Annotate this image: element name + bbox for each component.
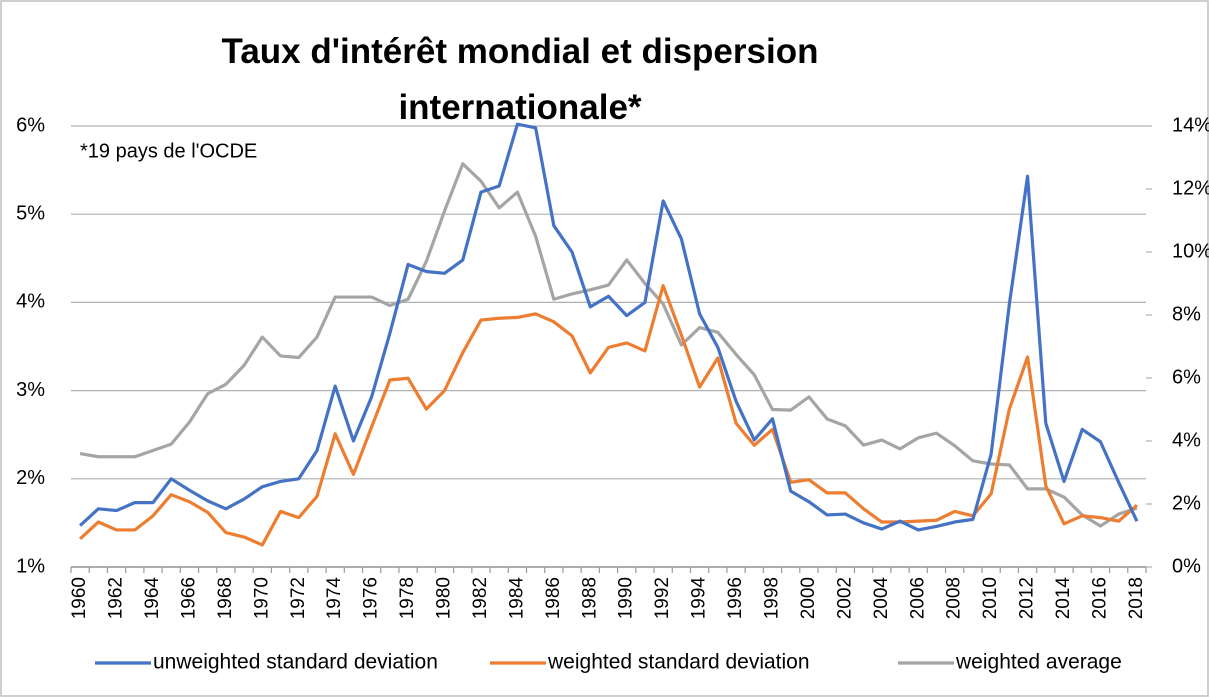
x-tick-label: 1978: [397, 577, 418, 619]
x-tick-label: 1996: [725, 577, 746, 619]
x-tick-label: 1962: [106, 577, 127, 619]
x-tick-label: 1966: [178, 577, 199, 619]
x-tick-label: 1984: [506, 577, 527, 620]
data-line: [79, 162, 1138, 528]
x-tick-label: 1974: [324, 577, 345, 620]
data-line: [79, 284, 1138, 547]
y-tick-label: 1%: [16, 555, 45, 577]
x-tick-label: 2004: [871, 577, 892, 620]
x-tick-label: 1988: [579, 577, 600, 619]
x-tick-label: 1970: [251, 577, 272, 619]
data-line: [79, 122, 1139, 532]
y-tick-label: 5%: [16, 202, 45, 224]
x-tick-label: 1990: [616, 577, 637, 619]
y-tick-label: 2%: [16, 467, 45, 489]
y-tick-label: 3%: [16, 379, 45, 401]
y2-tick-label: 14%: [1172, 114, 1209, 136]
x-tick-label: 1972: [288, 577, 309, 619]
x-tick-label: 1982: [470, 577, 491, 619]
y2-tick-label: 12%: [1172, 177, 1209, 199]
x-tick-label: 2008: [944, 577, 965, 619]
x-tick-label: 1964: [142, 577, 163, 620]
y2-tick-label: 10%: [1172, 240, 1209, 262]
annotation: *19 pays de l'OCDE: [80, 140, 257, 162]
y2-tick-label: 2%: [1172, 492, 1201, 514]
y2-tick-label: 6%: [1172, 366, 1201, 388]
legend-label: weighted average: [955, 651, 1122, 674]
x-tick-label: 1998: [761, 577, 782, 619]
x-tick-label: 1976: [361, 577, 382, 619]
x-tick-label: 1992: [652, 577, 673, 619]
x-tick-label: 2016: [1089, 577, 1110, 619]
y2-tick-label: 8%: [1172, 303, 1201, 325]
y-tick-label: 4%: [16, 291, 45, 313]
chart-title: Taux d'intérêt mondial et dispersion int…: [221, 32, 819, 127]
x-tick-label: 1986: [543, 577, 564, 619]
y-tick-label: 6%: [16, 114, 45, 136]
x-tick-label: 2018: [1126, 577, 1147, 619]
x-tick-label: 2010: [980, 577, 1001, 619]
x-tick-label: 2000: [798, 577, 819, 619]
y2-tick-label: 4%: [1172, 429, 1201, 451]
x-tick-label: 2006: [907, 577, 928, 619]
x-tick-label: 2002: [834, 577, 855, 619]
y2-tick-label: 0%: [1172, 555, 1201, 577]
x-tick-label: 1994: [689, 577, 710, 620]
legend-label: unweighted standard deviation: [153, 651, 438, 674]
x-tick-label: 2014: [1053, 577, 1074, 620]
x-tick-label: 1968: [215, 577, 236, 619]
x-tick-label: 1960: [69, 577, 90, 619]
x-tick-label: 2012: [1017, 577, 1038, 619]
x-tick-label: 1980: [434, 577, 455, 619]
legend-label: weighted standard deviation: [547, 651, 810, 674]
